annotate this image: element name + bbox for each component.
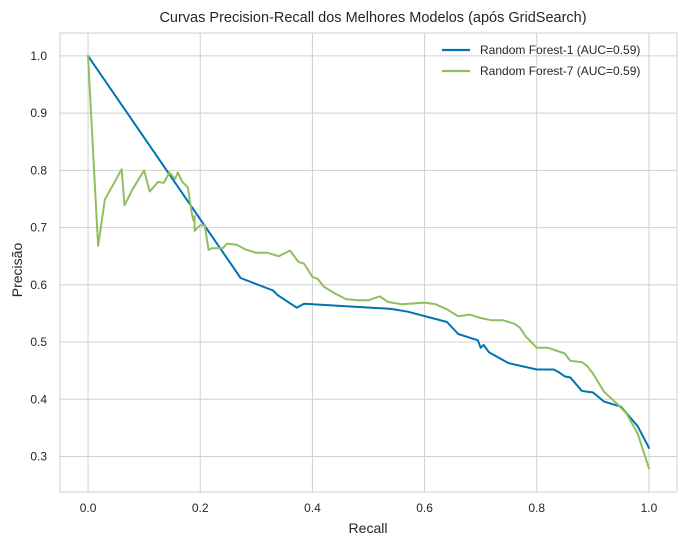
x-tick-label: 0.8 <box>528 501 545 515</box>
series-layer <box>87 54 650 470</box>
y-tick-label: 0.7 <box>30 221 47 235</box>
y-axis-label: Precisão <box>9 243 25 298</box>
plot-area <box>59 32 678 493</box>
y-tick-label: 0.6 <box>30 278 47 292</box>
y-tick-label: 0.9 <box>30 106 47 120</box>
grid <box>60 33 677 492</box>
legend: Random Forest-1 (AUC=0.59) Random Forest-… <box>442 43 640 78</box>
y-tick-label: 1.0 <box>30 49 47 63</box>
x-tick-label: 0.4 <box>304 501 321 515</box>
y-tick-label: 0.8 <box>30 163 47 177</box>
x-tick-label: 1.0 <box>641 501 658 515</box>
y-axis-ticks: 0.3 0.4 0.5 0.6 0.7 0.8 0.9 1.0 <box>30 49 47 464</box>
legend-label-2: Random Forest-7 (AUC=0.59) <box>480 64 640 78</box>
plot-background <box>60 33 677 492</box>
y-tick-label: 0.3 <box>30 450 47 464</box>
x-axis-label: Recall <box>349 520 388 536</box>
plot-frame <box>59 32 678 493</box>
chart-title: Curvas Precision-Recall dos Melhores Mod… <box>159 10 586 26</box>
y-tick-label: 0.4 <box>30 392 47 406</box>
y-tick-label: 0.5 <box>30 335 47 349</box>
x-tick-label: 0.6 <box>416 501 433 515</box>
x-axis-ticks: 0.0 0.2 0.4 0.6 0.8 1.0 <box>80 501 658 515</box>
series-line-2 <box>87 54 650 470</box>
legend-label-1: Random Forest-1 (AUC=0.59) <box>480 43 640 57</box>
x-tick-label: 0.0 <box>80 501 97 515</box>
x-tick-label: 0.2 <box>192 501 209 515</box>
series-line-1 <box>87 54 650 449</box>
